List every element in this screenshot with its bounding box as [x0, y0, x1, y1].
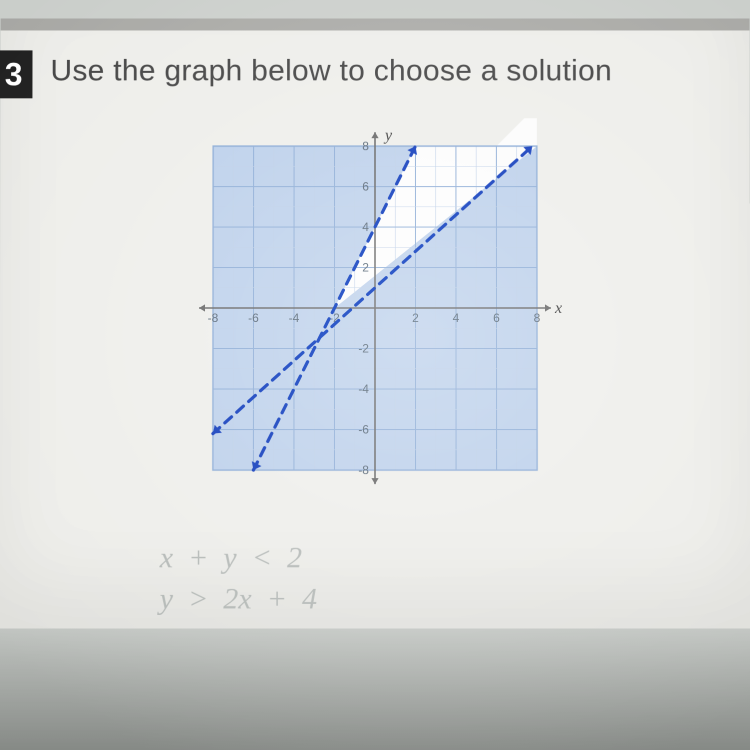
svg-text:-8: -8: [208, 311, 219, 325]
svg-text:4: 4: [453, 311, 460, 325]
svg-text:-8: -8: [358, 463, 369, 477]
browser-topbar: [1, 19, 750, 31]
svg-text:-4: -4: [289, 311, 300, 325]
svg-text:2: 2: [412, 311, 419, 325]
monitor-screen: 3 Use the graph below to choose a soluti…: [0, 19, 750, 629]
inequality-2: y > 2x + 4: [160, 579, 317, 620]
svg-text:2: 2: [362, 261, 369, 275]
svg-text:6: 6: [362, 180, 369, 194]
svg-text:6: 6: [493, 311, 500, 325]
svg-text:8: 8: [534, 311, 541, 325]
svg-text:-6: -6: [358, 423, 369, 437]
system-of-inequalities: x + y < 2 y > 2x + 4: [160, 538, 317, 619]
svg-text:8: 8: [362, 139, 369, 153]
question-number: 3: [5, 56, 23, 93]
svg-text:-6: -6: [248, 311, 259, 325]
svg-text:-4: -4: [358, 382, 369, 396]
svg-text:y: y: [383, 127, 393, 144]
inequality-graph: -8-6-4-22468-8-6-4-22468xy: [185, 118, 565, 498]
question-text: Use the graph below to choose a solution: [50, 54, 739, 88]
svg-text:4: 4: [362, 220, 369, 234]
desk-shadow: [0, 625, 750, 750]
svg-text:-2: -2: [358, 341, 369, 355]
svg-text:x: x: [554, 300, 562, 317]
inequality-1: x + y < 2: [160, 538, 317, 579]
question-number-badge: 3: [0, 50, 33, 98]
